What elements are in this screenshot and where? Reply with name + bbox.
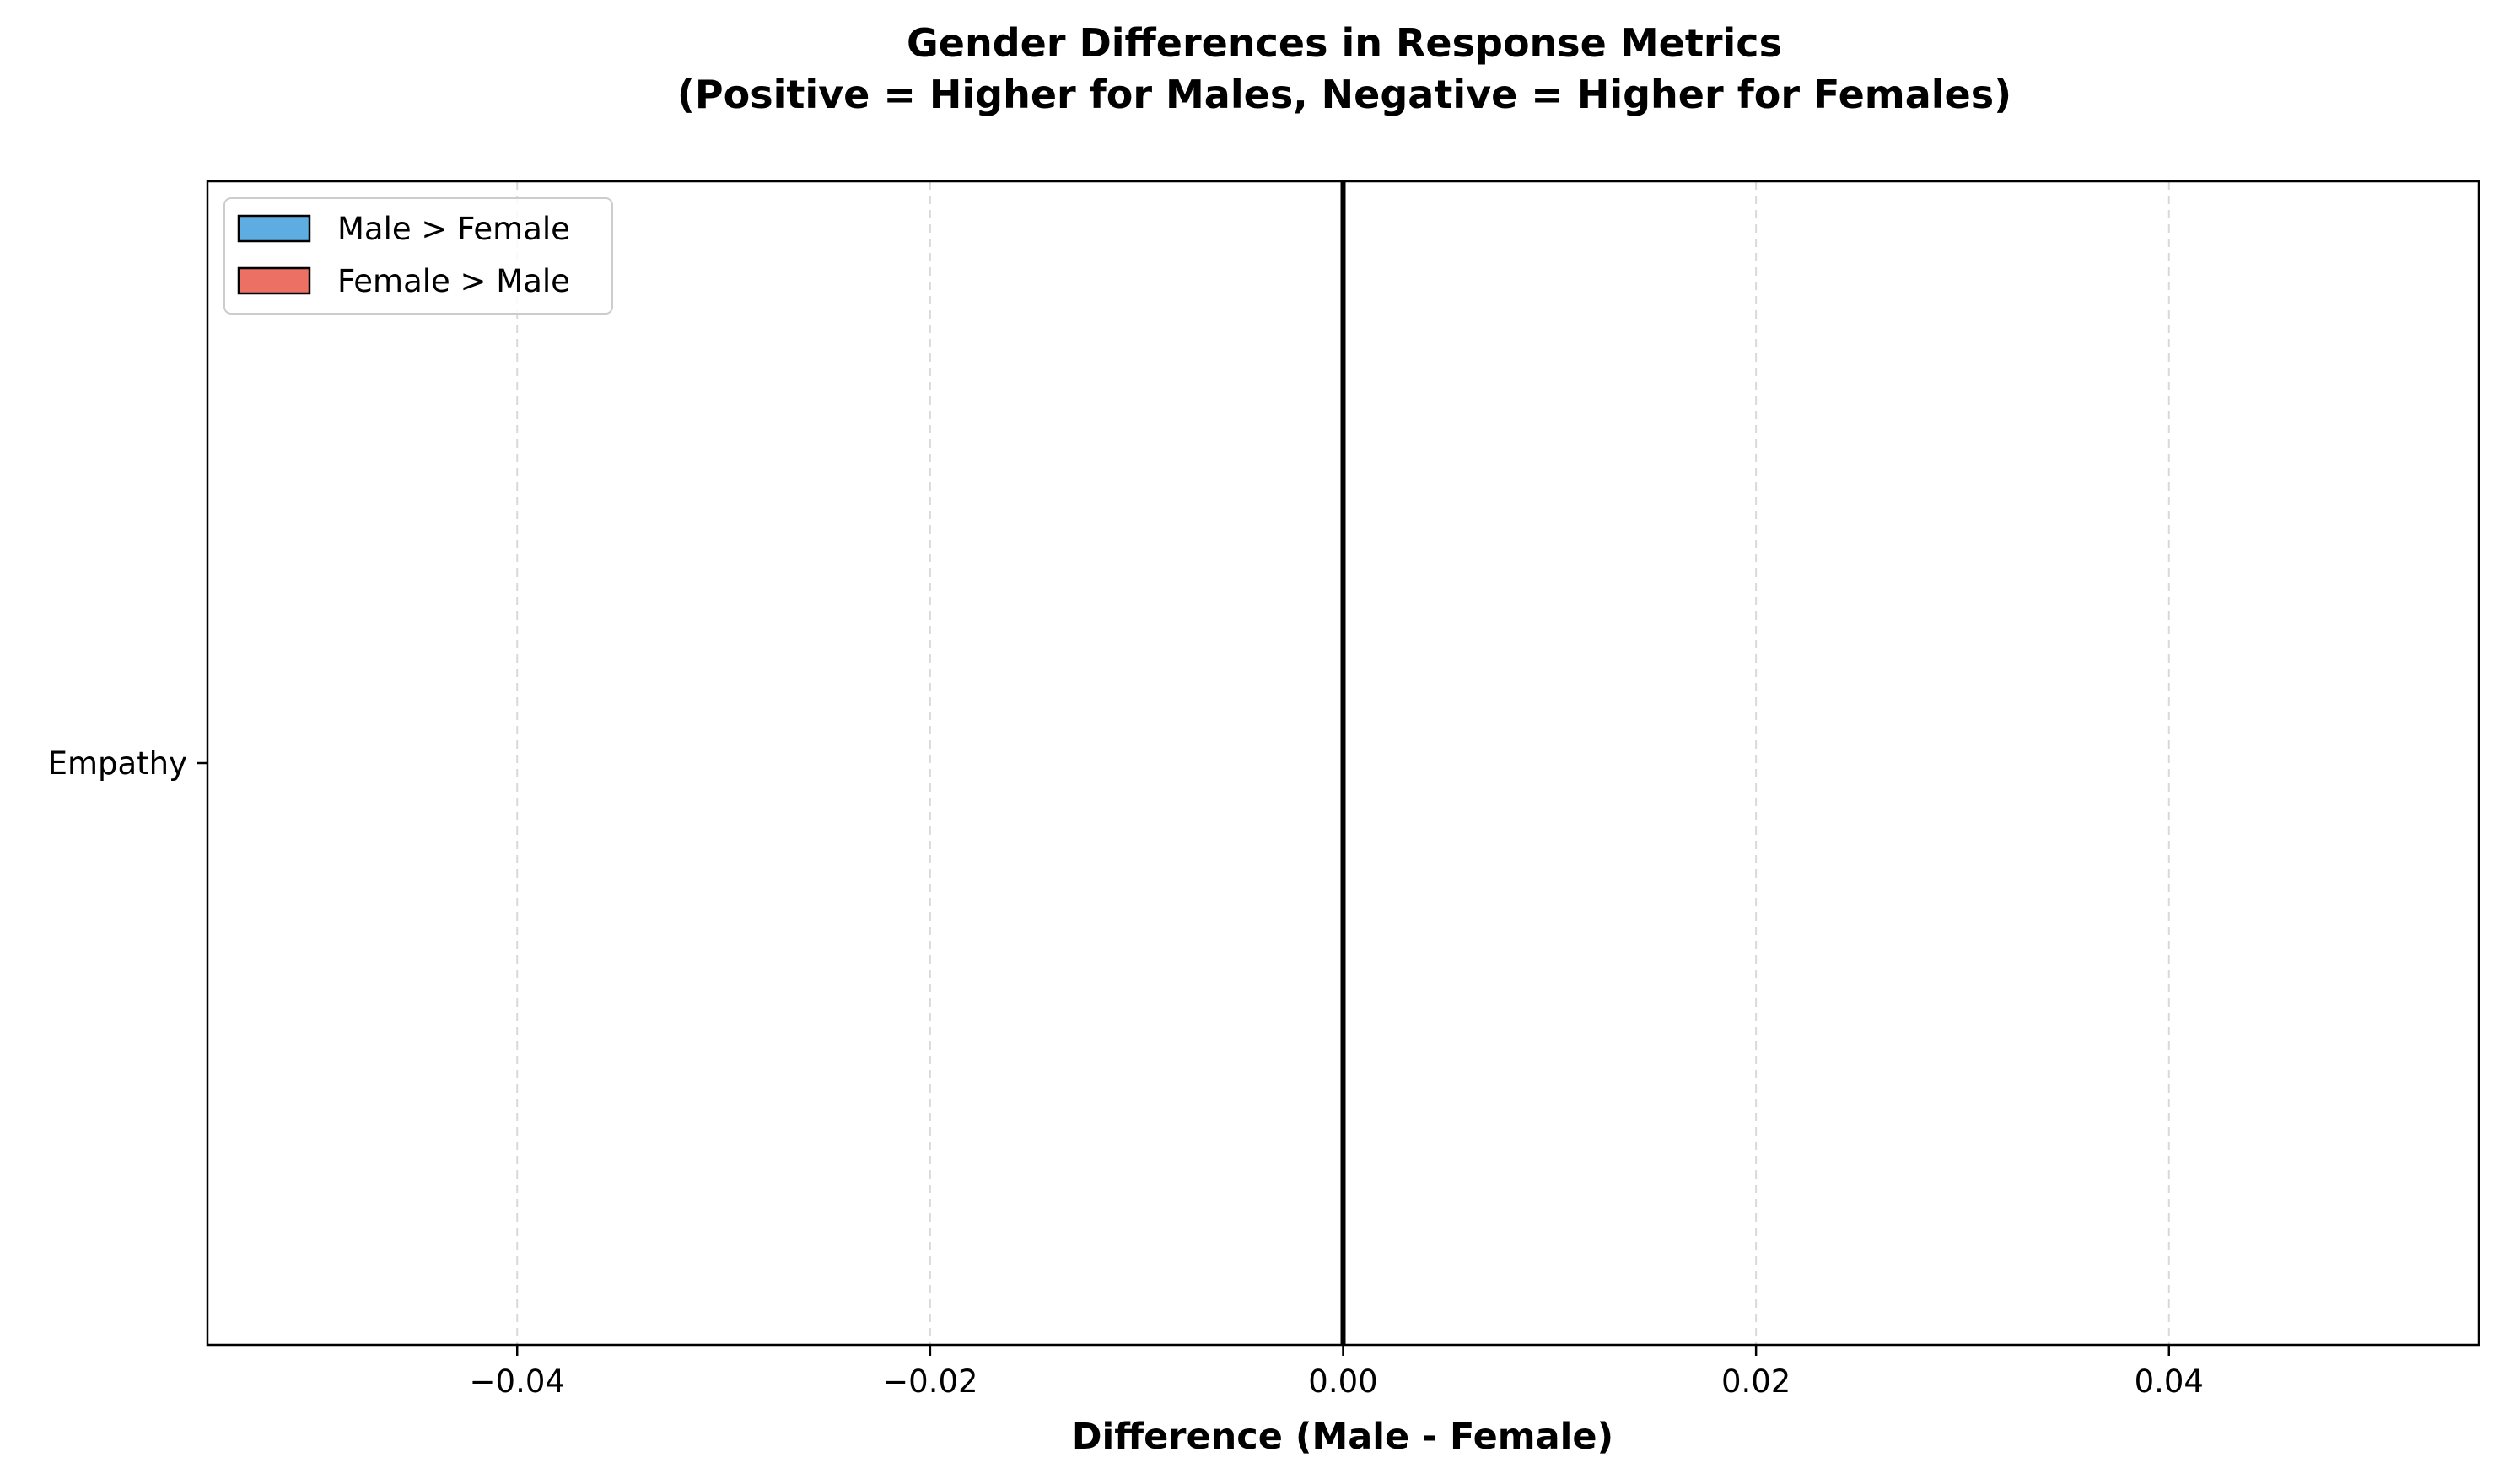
legend-label-female-greater: Female > Male xyxy=(337,263,570,299)
x-tick-label: 0.04 xyxy=(2135,1363,2204,1400)
x-axis-label: Difference (Male - Female) xyxy=(1072,1416,1613,1458)
x-tick-label: −0.04 xyxy=(470,1363,565,1400)
legend-label-male-greater: Male > Female xyxy=(337,211,570,247)
x-tick-label: 0.00 xyxy=(1308,1363,1377,1400)
legend-swatch-male-greater xyxy=(237,214,311,243)
chart-title-line-2: (Positive = Higher for Males, Negative =… xyxy=(677,72,2011,117)
legend-swatch-female-greater xyxy=(237,266,311,295)
y-axis-ticks: Empathy xyxy=(48,745,207,782)
y-tick-label: Empathy xyxy=(48,745,187,782)
x-tick-label: −0.02 xyxy=(882,1363,977,1400)
legend: Male > Female Female > Male xyxy=(223,197,613,315)
x-axis-ticks: −0.04 −0.02 0.00 0.02 0.04 xyxy=(470,1345,2204,1400)
x-grid xyxy=(516,181,2170,1345)
x-tick-label: 0.02 xyxy=(1721,1363,1790,1400)
chart-title-line-1: Gender Differences in Response Metrics xyxy=(907,20,1782,66)
legend-frame xyxy=(223,197,613,315)
